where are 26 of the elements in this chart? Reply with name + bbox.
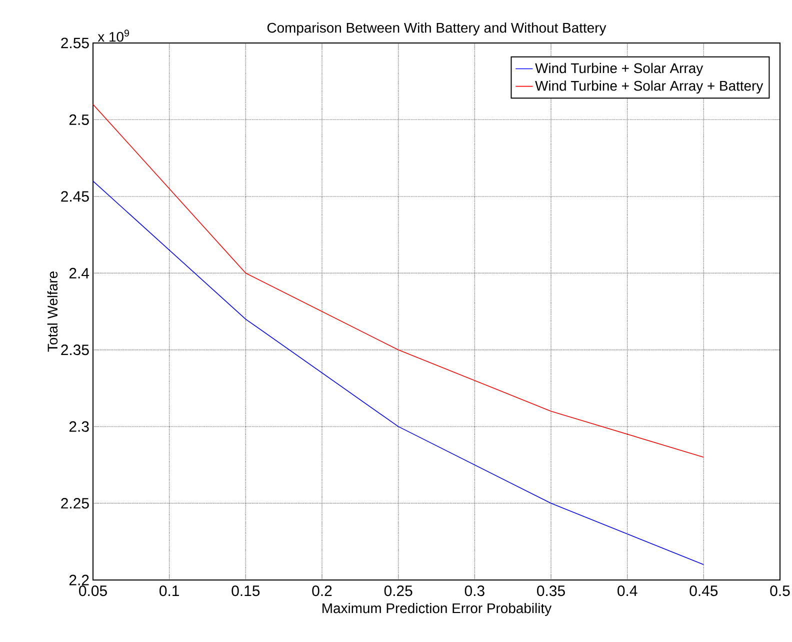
x-tick-label: 0.15 [232,586,260,596]
y-axis-title: Total Welfare [47,272,58,352]
x-tick-label: 0.3 [464,586,484,596]
x-axis-title: Maximum Prediction Error Probability [322,602,552,616]
chart-title: Comparison Between With Battery and Without Battery [267,22,606,36]
text: x 10$^{9}$ [98,30,129,42]
y-tick-label: 2.45 [61,191,89,202]
x-tick-label: 0.2 [312,586,332,596]
line-series [93,104,704,458]
x-tick-label: 0.05 [79,586,107,596]
y-tick-label: 2.5 [69,114,89,125]
legend-label: Wind Turbine + Solar Array [535,62,704,76]
x-tick-label: 0.1 [160,586,179,596]
y-tick-label: 2.2 [69,574,89,586]
y-tick-label: 2.3 [69,421,89,432]
y-tick-label: 2.35 [61,344,89,356]
y-tick-label: 2.55 [61,38,89,48]
line-series [93,180,704,566]
x-tick-label: 0.5 [770,586,790,596]
x-tick-label: 0.4 [618,586,638,596]
y-tick-label: 2.4 [69,268,90,278]
x-tick-label: 0.45 [690,586,718,596]
y-tick-label: 2.25 [61,498,89,509]
legend-label: Wind Turbine + Solar Array + Battery [535,80,764,94]
x-tick-label: 0.25 [384,586,412,596]
x-tick-label: 0.35 [537,586,565,596]
